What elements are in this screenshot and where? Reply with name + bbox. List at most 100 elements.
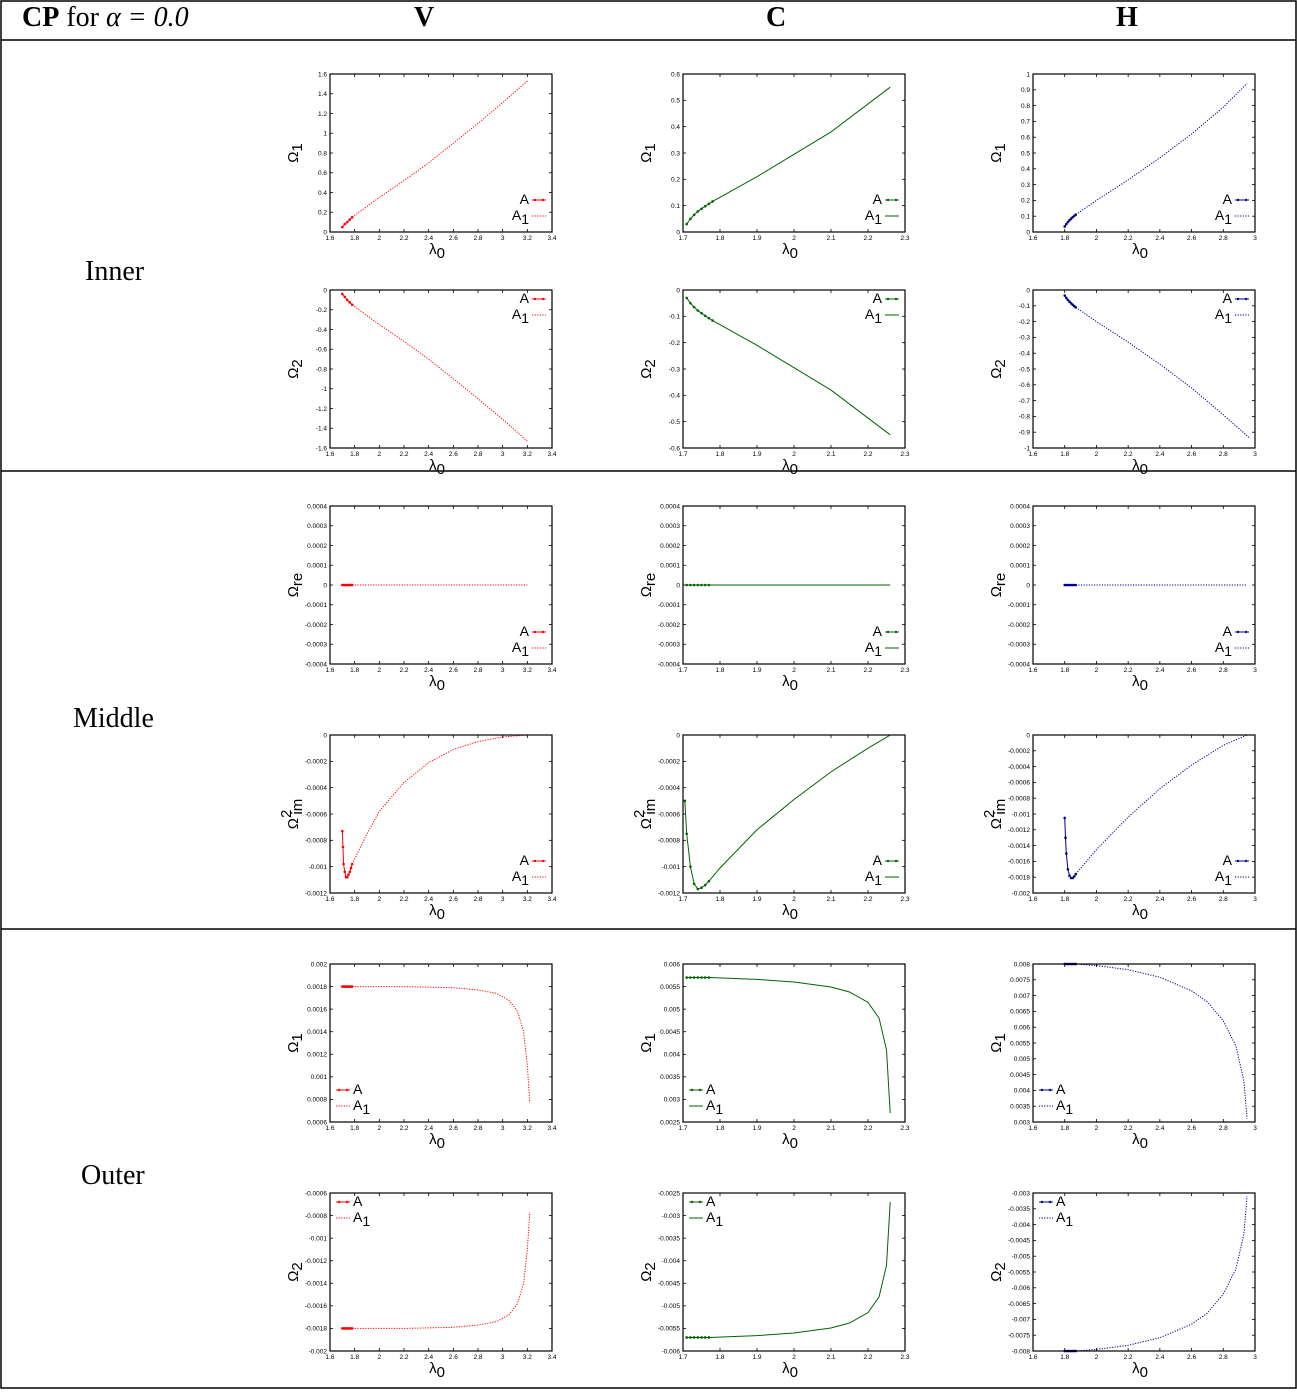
y-tick-label: 0 (676, 287, 680, 294)
y-tick-label: -0.006 (662, 1348, 681, 1355)
y-tick-label: 0.0004 (660, 503, 680, 510)
y-tick-label: 0.3 (1021, 182, 1030, 189)
data-point (689, 976, 692, 979)
y-tick-label: 0.0055 (660, 984, 680, 991)
y-tick-label: 0.8 (318, 150, 327, 157)
plot-frame (329, 734, 553, 894)
y-tick-label: 0.0001 (307, 563, 327, 570)
data-point (703, 204, 707, 208)
x-axis-label: λ0 (429, 673, 445, 694)
data-point (1063, 294, 1067, 297)
y-tick-label: -0.0004 (305, 661, 327, 668)
x-tick-label: 1.8 (350, 451, 359, 458)
x-tick-label: 1.9 (752, 1125, 761, 1132)
y-tick-label: -0.0012 (658, 890, 680, 897)
x-tick-label: 3.4 (547, 235, 556, 242)
series-line-a (684, 800, 710, 890)
legend-label: A1 (706, 1097, 723, 1117)
data-point (1066, 298, 1070, 302)
x-tick-label: 2.2 (399, 896, 408, 903)
legend-swatch-dot (533, 198, 537, 202)
chart-outer-c-omega1: 1.7 1.8 1.9 2 2.1 2.2 2.3 0.0025 0.003 0.0035 0.00… (638, 961, 910, 1152)
y-tick-label: 0.004 (664, 1052, 681, 1059)
x-axis-label: λ0 (429, 457, 445, 478)
x-tick-label: 2.8 (473, 1125, 482, 1132)
y-tick-label: -0.0012 (305, 890, 327, 897)
y-tick-label: -0.0018 (305, 1326, 327, 1333)
y-tick-label: -0.0003 (1008, 642, 1030, 649)
data-point (696, 976, 700, 979)
legend-label-sub: 1 (521, 872, 529, 888)
series-line-a1 (1075, 963, 1248, 1119)
y-tick-label: 0.6 (318, 170, 327, 177)
chart-middle-h-omega-im: 1.6 1.8 2 2.2 2.4 2.6 2.8 3 -0.002 -0.0018 -0.0016… (981, 732, 1257, 923)
data-point (1065, 852, 1068, 855)
x-axis-label: λ0 (1132, 902, 1148, 923)
plot-area: 1.6 1.8 2 2.2 2.4 2.6 2.8 3 3.2 3.4 -0.0012 -0.001 -… (278, 732, 557, 923)
series-line-a1 (1075, 83, 1248, 216)
data-point (700, 311, 703, 315)
x-tick-label: 2.6 (449, 1354, 458, 1361)
x-tick-label: 1.9 (752, 896, 761, 903)
plot-area: 1.7 1.8 1.9 2 2.1 2.2 2.3 -0.006 -0.0055 -0.005 -0… (638, 1190, 910, 1381)
y-tick-label: -0.003 (1012, 1190, 1031, 1197)
y-tick-label: -0.001 (309, 1235, 328, 1242)
legend-label: A1 (1215, 868, 1232, 888)
y-tick-label: -0.2 (1019, 319, 1031, 326)
data-point (685, 832, 688, 836)
chart-outer-v-omega2: 1.6 1.8 2 2.2 2.4 2.6 2.8 3 3.2 3.4 -0.002 -0.0018 -… (285, 1190, 557, 1381)
data-point (341, 845, 345, 849)
y-tick-label: -0.0004 (1008, 661, 1030, 668)
y-axis-label: Ω2 (638, 359, 659, 379)
x-tick-label: 2.8 (473, 667, 482, 674)
x-tick-label: 2 (792, 667, 796, 674)
legend-label: A (520, 191, 530, 207)
y-tick-label: -0.0002 (305, 622, 327, 629)
legend-label-sub: 1 (1224, 872, 1232, 888)
legend-swatch-dot (690, 1088, 694, 1092)
y-tick-label: -0.0045 (1008, 1238, 1030, 1245)
y-tick-label: -0.0008 (658, 838, 680, 845)
y-tick-label: 0 (1026, 582, 1030, 589)
data-point (700, 886, 703, 890)
data-point (348, 870, 352, 874)
legend: AA1 (1215, 290, 1249, 326)
plot-area: 1.7 1.8 1.9 2 2.1 2.2 2.3 0.0025 0.003 0.0035 0.00… (638, 961, 910, 1152)
y-tick-label: -0.0016 (305, 1303, 327, 1310)
x-tick-label: 3.4 (547, 451, 556, 458)
legend-swatch-dot (894, 297, 898, 301)
y-tick-label: -0.4 (669, 393, 681, 400)
x-tick-label: 1.6 (1028, 1354, 1037, 1361)
y-tick-label: -0.0008 (305, 1213, 327, 1220)
x-tick-label: 2.6 (449, 235, 458, 242)
row-label-outer: Outer (81, 1160, 145, 1191)
y-axis-label-sub: im (992, 799, 1009, 815)
legend-label: A1 (512, 868, 529, 888)
x-axis-label-sub: 0 (1140, 906, 1148, 923)
legend-label-sub: 1 (1065, 1213, 1073, 1229)
x-tick-label: 1.9 (752, 1354, 761, 1361)
data-point (685, 976, 688, 979)
y-tick-label: -0.0035 (658, 1235, 680, 1242)
legend-swatch-dot (886, 198, 890, 202)
legend: AA1 (336, 1193, 370, 1229)
legend-label: A (1056, 1193, 1066, 1209)
series-line-a1 (351, 734, 528, 865)
y-axis-label: Ω1 (988, 143, 1009, 163)
y-tick-label: 0.005 (1014, 1056, 1031, 1063)
y-tick-label: 0.6 (1021, 135, 1030, 142)
y-tick-label: 0.004 (1014, 1088, 1031, 1095)
y-tick-label: 0.4 (318, 190, 327, 197)
y-axis-label-sub: im (642, 799, 659, 815)
x-tick-label: 1.6 (325, 1125, 334, 1132)
x-tick-label: 2.4 (424, 896, 433, 903)
x-tick-label: 2 (792, 896, 796, 903)
x-tick-label: 1.8 (1060, 451, 1069, 458)
y-tick-label: 0.7 (1021, 119, 1030, 126)
x-tick-label: 2.8 (1219, 1354, 1228, 1361)
y-tick-label: 1.6 (318, 71, 327, 78)
y-tick-label: 0 (1026, 287, 1030, 294)
legend-label: A1 (1215, 207, 1232, 227)
x-tick-label: 2.8 (1219, 451, 1228, 458)
data-point (1063, 816, 1067, 820)
